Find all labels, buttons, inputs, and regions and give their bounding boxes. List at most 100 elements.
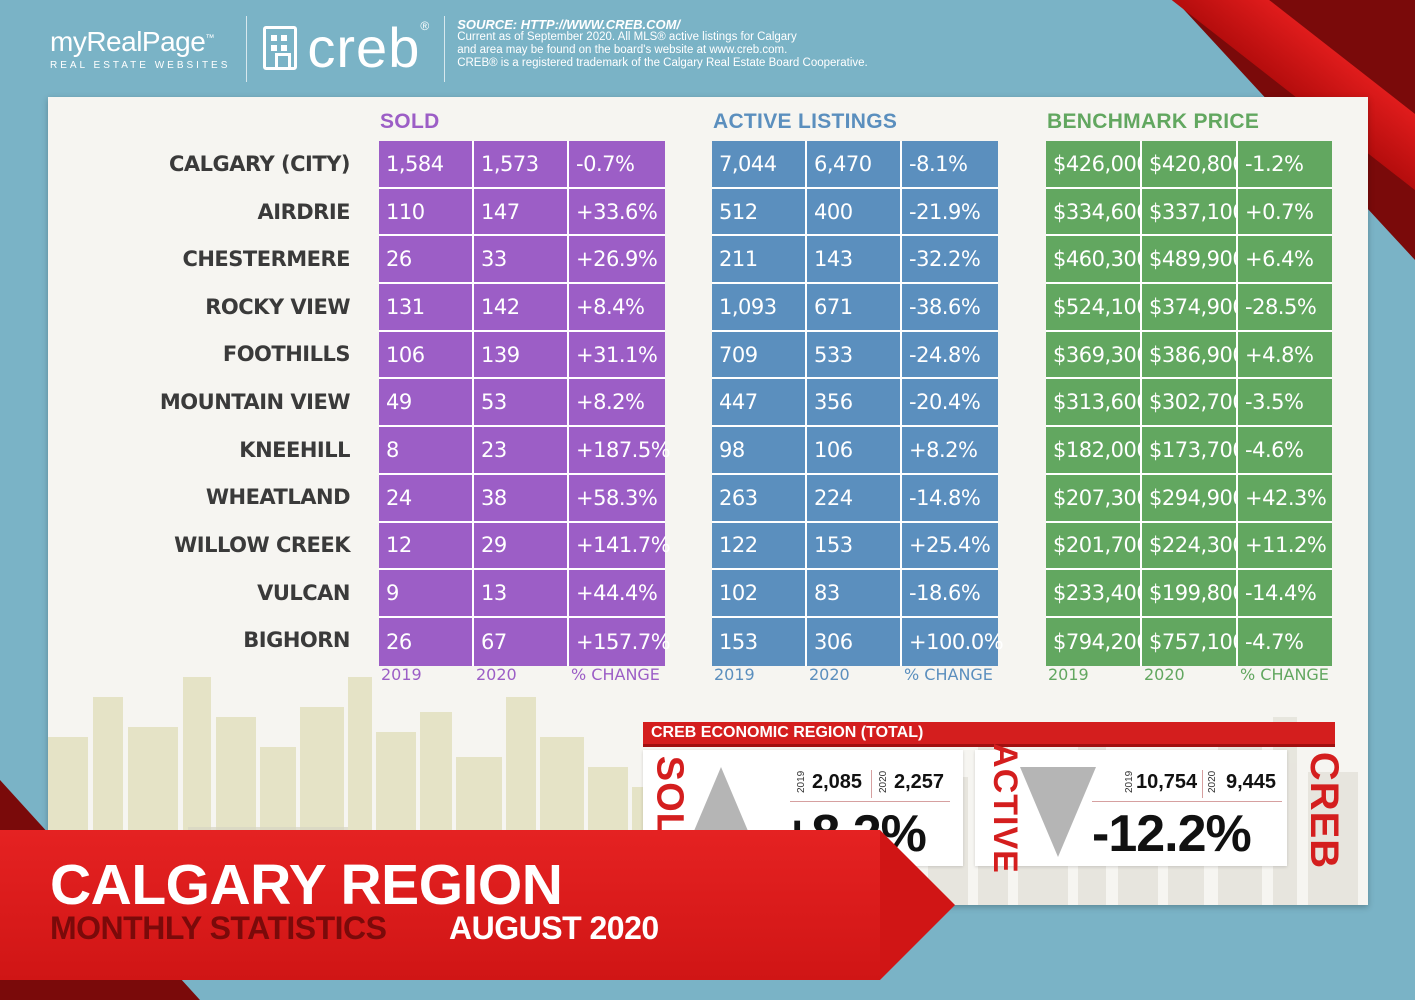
table-row: $182,000 $173,700 -4.6% (1046, 427, 1332, 475)
region-label: AIRDRIE (257, 200, 351, 224)
table-row: $369,300 $386,900 +4.8% (1046, 331, 1332, 380)
creb-name: creb (307, 16, 421, 79)
cell-2020: 67 (474, 617, 569, 666)
myrealpage-logo: myRealPage™ REAL ESTATE WEBSITES (50, 16, 230, 71)
creb-logo: creb® (263, 16, 430, 76)
cell-change: -20.4% (902, 379, 998, 428)
cell-2019: 122 (712, 522, 807, 571)
cell-2020: 29 (474, 522, 569, 571)
cell-2019: 709 (712, 331, 807, 380)
cell-2019: 512 (712, 188, 807, 237)
table-row: 263 224 -14.8% (712, 474, 998, 523)
cell-2020: 143 (807, 236, 902, 285)
cell-change: -4.6% (1238, 427, 1332, 475)
banner-background (0, 830, 880, 980)
cell-2019: 110 (379, 188, 474, 237)
cell-2019: 26 (379, 617, 474, 666)
cell-2019: 1,093 (712, 284, 807, 332)
cell-2020: 33 (474, 236, 569, 285)
cell-2020: 400 (807, 188, 902, 237)
header-divider-2 (444, 16, 446, 82)
cell-2019: 24 (379, 474, 474, 523)
table-row: $313,600 $302,700 -3.5% (1046, 379, 1332, 428)
econ-sold-value1: 2,085 (812, 771, 863, 793)
table-row: 447 356 -20.4% (712, 379, 998, 428)
benchmark-price-table: $426,000 $420,800 -1.2% $334,600 $337,100 +0.… (1046, 141, 1332, 666)
cell-2020: 671 (807, 284, 902, 332)
note-line-1: Current as of September 2020. All MLS® a… (457, 31, 797, 43)
cell-2020: $337,100 (1142, 188, 1246, 237)
cell-change: -0.7% (569, 141, 665, 189)
cell-2019: $524,100 (1046, 284, 1150, 332)
table-row: 106 139 +31.1% (379, 331, 665, 380)
cell-change: +31.1% (569, 331, 665, 380)
footer-year-2020: 2020 (1144, 665, 1185, 684)
cell-change: +44.4% (569, 570, 665, 618)
sold-table: 1,584 1,573 -0.7% 110 147 +33.6% 26 33 +26.9% 131… (379, 141, 671, 666)
cell-change: -28.5% (1238, 284, 1332, 332)
cell-2019: 49 (379, 379, 474, 428)
cell-2020: 38 (474, 474, 569, 523)
cell-2020: 6,470 (807, 141, 902, 189)
building-icon (263, 26, 298, 70)
cell-2020: 53 (474, 379, 569, 428)
economic-region-title: CREB ECONOMIC REGION (TOTAL) (643, 722, 1335, 747)
table-row: 8 23 +187.5% (379, 427, 671, 475)
cell-change: -18.6% (902, 570, 998, 618)
table-row: 709 533 -24.8% (712, 331, 998, 380)
cell-2019: 211 (712, 236, 807, 285)
table-row: 512 400 -21.9% (712, 188, 998, 237)
trend-down-icon (1020, 767, 1096, 857)
source-note: SOURCE: HTTP://WWW.CREB.COM/ Current as … (457, 16, 868, 70)
cell-change: +42.3% (1238, 474, 1332, 523)
footer-year-2019: 2019 (1048, 665, 1089, 684)
cell-2020: 142 (474, 284, 569, 332)
cell-change: +25.4% (902, 522, 998, 571)
table-row: 131 142 +8.4% (379, 284, 665, 332)
cell-2020: 13 (474, 570, 569, 618)
cell-2020: 356 (807, 379, 902, 428)
cell-2020: $294,900 (1142, 474, 1246, 523)
table-row: $233,400 $199,800 -14.4% (1046, 570, 1332, 618)
footer-change: % CHANGE (904, 665, 993, 684)
region-label: WILLOW CREEK (174, 533, 350, 557)
table-row: 12 29 +141.7% (379, 522, 671, 571)
cell-change: +11.2% (1238, 522, 1332, 571)
region-label: FOOTHILLS (222, 342, 351, 366)
table-row: 26 33 +26.9% (379, 236, 665, 285)
table-row: 1,584 1,573 -0.7% (379, 141, 665, 189)
myrealpage-tagline: REAL ESTATE WEBSITES (50, 60, 231, 71)
cell-2019: 9 (379, 570, 474, 618)
banner-date: AUGUST 2020 (449, 910, 659, 946)
cell-change: -14.8% (902, 474, 998, 523)
cell-2020: $173,700 (1142, 427, 1246, 475)
benchmark-price-title: BENCHMARK PRICE (1047, 110, 1260, 133)
cell-change: +26.9% (569, 236, 665, 285)
region-label: CHESTERMERE (182, 247, 350, 271)
table-row: $794,200 $757,100 -4.7% (1046, 617, 1332, 666)
cell-change: +33.6% (569, 188, 665, 237)
cell-change: +6.4% (1238, 236, 1332, 285)
header-divider (246, 16, 248, 82)
cell-2019: 1,584 (379, 141, 474, 189)
table-row: 153 306 +100.0% (712, 617, 1004, 666)
econ-active-year2: 2020 (1207, 770, 1218, 793)
cell-2019: 106 (379, 331, 474, 380)
table-row: 211 143 -32.2% (712, 236, 998, 285)
region-label: VULCAN (257, 581, 350, 605)
footer-year-2019: 2019 (381, 665, 422, 684)
note-line-3: CREB® is a registered trademark of the C… (457, 57, 868, 69)
econ-active-value1: 10,754 (1136, 771, 1198, 793)
table-row: $207,300 $294,900 +42.3% (1046, 474, 1332, 523)
cell-2020: 1,573 (474, 141, 569, 189)
cell-change: -4.7% (1238, 617, 1332, 666)
active-listings-title: ACTIVE LISTINGS (713, 110, 898, 133)
region-label: ROCKY VIEW (205, 295, 350, 319)
cell-change: -14.4% (1238, 570, 1332, 618)
cell-2019: 131 (379, 284, 474, 332)
table-row: 110 147 +33.6% (379, 188, 665, 237)
cell-change: -3.5% (1238, 379, 1332, 428)
cell-change: -1.2% (1238, 141, 1332, 189)
title-banner (0, 830, 960, 980)
econ-divider (790, 801, 950, 802)
